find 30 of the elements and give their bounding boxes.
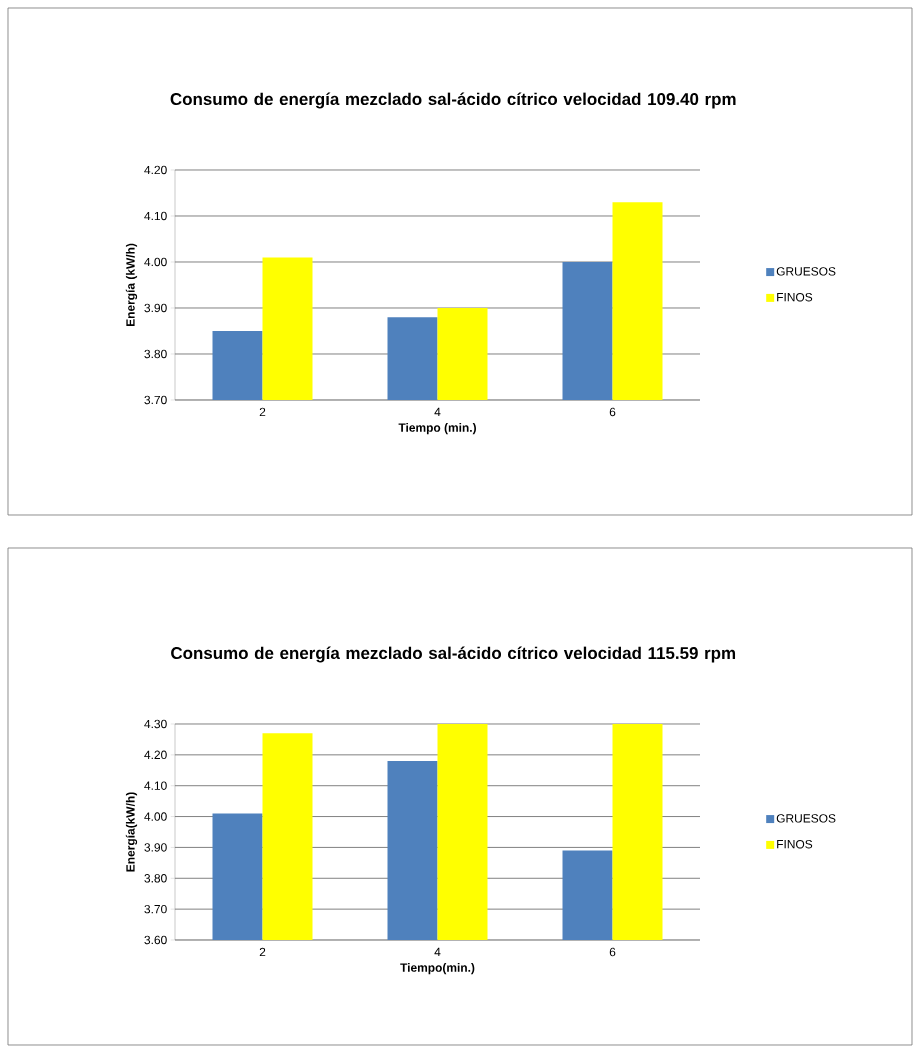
- y-tick-label: 4.20: [144, 750, 167, 760]
- x-tick-label: 4: [434, 947, 441, 956]
- y-tick-label: 3.70: [144, 395, 167, 405]
- chart-title: Consumo de energía mezclado sal-ácido cítrico velocidad 109.40 rpm: [170, 92, 736, 109]
- x-tick-label: 2: [259, 407, 266, 417]
- y-tick-label: 3.90: [144, 303, 167, 313]
- y-tick-label: 3.80: [144, 874, 167, 883]
- x-tick-label: 6: [609, 947, 616, 957]
- chart-title: Consumo de energía mezclado sal-ácido cítrico velocidad 115.59 rpm: [171, 646, 736, 663]
- y-tick-label: 3.80: [144, 349, 167, 359]
- legend-label: GRUESOS: [776, 814, 836, 823]
- x-axis-title: Tiempo (min.): [398, 423, 476, 435]
- y-tick-label: 3.60: [144, 935, 167, 945]
- y-axis-title: Energía(kW/h): [125, 792, 138, 872]
- x-tick-label: 2: [259, 947, 266, 957]
- y-tick-label: 4.10: [144, 211, 167, 221]
- y-tick-label: 4.20: [144, 165, 167, 175]
- x-tick-label: 4: [434, 407, 441, 416]
- legend-label: FINOS: [777, 292, 813, 302]
- x-axis-title: Tiempo(min.): [400, 963, 475, 975]
- y-tick-label: 3.90: [144, 843, 167, 852]
- y-tick-label: 3.70: [144, 904, 167, 914]
- y-tick-label: 4.00: [144, 257, 167, 267]
- y-axis-title: Energía (kW/h): [125, 243, 138, 327]
- x-tick-label: 6: [609, 407, 616, 417]
- y-tick-label: 4.10: [144, 781, 167, 790]
- y-tick-label: 4.00: [144, 812, 167, 821]
- legend-label: FINOS: [777, 839, 813, 849]
- legend-label: GRUESOS: [776, 267, 836, 276]
- y-tick-label: 4.30: [144, 719, 167, 729]
